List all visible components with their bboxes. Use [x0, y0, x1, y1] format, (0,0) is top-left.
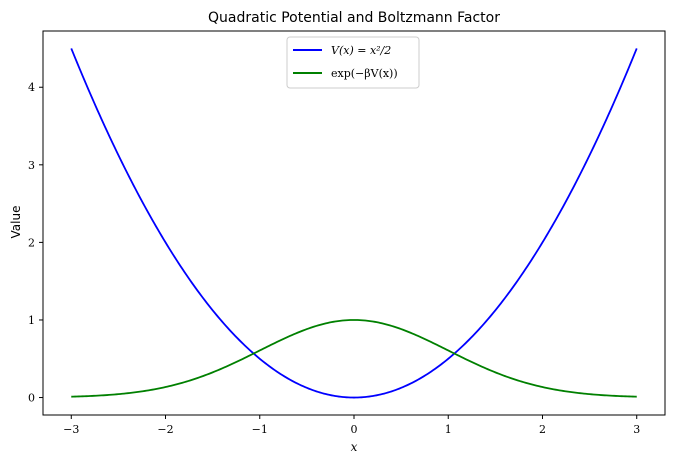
x-tick-label: −2: [157, 423, 173, 436]
legend-label-boltzmann: exp(−βV(x)): [331, 67, 398, 80]
x-axis-ticks: −3 −2 −1 0 1 2 3: [63, 415, 640, 436]
y-tick-label: 4: [28, 81, 35, 94]
line-potential: [70, 48, 638, 399]
y-tick-label: 0: [28, 392, 35, 405]
axes-frame: [42, 30, 666, 416]
y-axis-ticks: 0 1 2 3 4: [28, 81, 43, 405]
legend: V(x) = x²/2 exp(−βV(x)): [286, 36, 420, 89]
x-tick-label: 3: [633, 423, 640, 436]
line-boltzmann: [71, 319, 637, 398]
x-tick-label: −1: [252, 423, 268, 436]
x-axis-label: x: [351, 440, 358, 454]
x-tick-label: −3: [63, 423, 79, 436]
x-tick-label: 0: [351, 423, 358, 436]
y-tick-label: 2: [28, 236, 35, 249]
y-axis-label: Value: [9, 206, 23, 239]
y-tick-label: 3: [28, 159, 35, 172]
plot-lines: [70, 48, 638, 399]
chart-title: Quadratic Potential and Boltzmann Factor: [208, 10, 500, 26]
legend-label-potential: V(x) = x²/2: [331, 44, 391, 57]
x-tick-label: 1: [445, 423, 452, 436]
x-tick-label: 2: [539, 423, 546, 436]
y-tick-label: 1: [28, 314, 35, 327]
